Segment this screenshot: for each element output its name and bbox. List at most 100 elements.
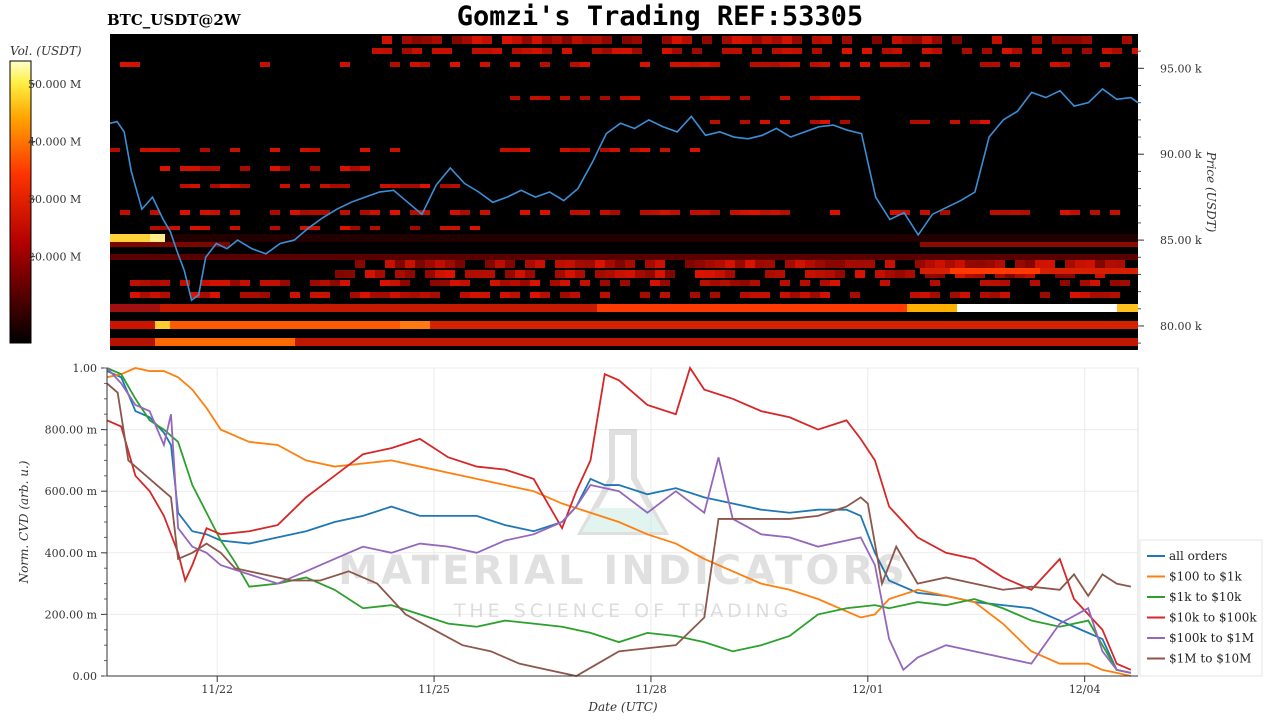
heatmap-cell <box>795 260 805 268</box>
cvd-x-tick-label: 12/04 <box>1069 683 1101 696</box>
chart-title: Gomzi's Trading REF:53305 <box>457 1 863 32</box>
heatmap-cell <box>520 148 530 152</box>
heatmap-cell <box>702 36 712 44</box>
heatmap-cell <box>450 226 460 230</box>
heatmap-cell <box>715 270 725 278</box>
heatmap-cell <box>805 270 815 278</box>
heatmap-cell <box>160 226 170 230</box>
heatmap-cell <box>622 48 632 54</box>
heatmap-cell <box>610 210 620 215</box>
heatmap-cell <box>690 210 700 215</box>
heatmap-cell <box>150 148 160 152</box>
heatmap-cell <box>562 36 572 44</box>
heatmap-cell <box>240 166 250 171</box>
heatmap-cell <box>782 48 792 54</box>
heatmap-cell <box>1075 260 1085 268</box>
heatmap-cell <box>442 48 452 54</box>
heatmap-cell <box>1080 292 1090 298</box>
heatmap-cell <box>530 280 540 286</box>
heatmap-cell <box>830 280 840 286</box>
heatmap-cell <box>280 280 290 286</box>
heatmap-cell <box>200 166 210 171</box>
heatmap-cell <box>895 270 905 278</box>
heatmap-cell <box>580 96 590 100</box>
heatmap-cell <box>820 292 830 298</box>
heatmap-cell <box>705 260 715 268</box>
heatmap-cell <box>300 148 310 152</box>
heatmap-cell <box>475 270 485 278</box>
heatmap-cell <box>110 254 1138 260</box>
heatmap-cell <box>840 62 850 67</box>
heatmap-cell <box>530 292 540 298</box>
heatmap-cell <box>1040 292 1050 298</box>
heatmap-cell <box>572 36 582 44</box>
heatmap-cell <box>960 292 970 298</box>
heatmap-cell <box>1095 260 1105 268</box>
heatmap-cell <box>625 260 635 268</box>
heatmap-cell <box>1100 62 1110 67</box>
heatmap-cell <box>155 338 295 346</box>
heatmap-cell <box>360 292 370 298</box>
heatmap-cell <box>290 292 300 298</box>
heatmap-cell <box>812 36 822 44</box>
heatmap-cell <box>950 268 1040 274</box>
heatmap-cell <box>632 36 642 44</box>
heatmap-cell <box>745 260 755 268</box>
legend: all orders $100 to $1k $1k to $10k $10k to … <box>1139 539 1263 677</box>
heatmap-cell <box>600 148 610 152</box>
heatmap-cell <box>1012 48 1022 54</box>
heatmap-cell <box>295 338 1138 346</box>
cvd-y-tick-label: 800.00 m <box>45 424 98 437</box>
heatmap-cell <box>732 36 742 44</box>
heatmap-cell <box>662 36 672 44</box>
heatmap-cell <box>565 260 575 268</box>
heatmap-cell <box>970 120 980 124</box>
heatmap-cell <box>350 226 360 230</box>
heatmap-cell <box>762 36 772 44</box>
heatmap-cell <box>535 260 545 268</box>
heatmap-cell <box>692 48 702 54</box>
heatmap-cell <box>472 48 482 54</box>
heatmap-cell <box>770 62 780 67</box>
heatmap-cell <box>200 226 210 230</box>
heatmap-cell <box>170 226 180 230</box>
heatmap-cell <box>375 270 385 278</box>
heatmap-cell <box>1070 210 1080 215</box>
heatmap-cell <box>760 120 770 124</box>
heatmap-cell <box>1002 48 1012 54</box>
legend-entry: $1k to $10k <box>1169 590 1242 604</box>
heatmap-cell <box>882 48 892 54</box>
heatmap-cell <box>810 292 820 298</box>
heatmap-cell <box>410 62 420 67</box>
heatmap-cell <box>885 260 895 268</box>
heatmap-cell <box>160 292 170 298</box>
heatmap-cell <box>840 120 850 124</box>
heatmap-cell <box>310 148 320 152</box>
cvd-x-tick-label: 11/25 <box>418 683 450 696</box>
watermark-tagline: THE SCIENCE OF TRADING <box>453 600 793 622</box>
price-tick-label: 85.00 k <box>1160 234 1202 247</box>
heatmap-cell <box>530 96 540 100</box>
heatmap-cell <box>655 260 665 268</box>
heatmap-cell <box>925 260 935 268</box>
heatmap-cell <box>990 62 1000 67</box>
heatmap-cell <box>270 148 280 152</box>
heatmap-bands <box>110 36 1138 346</box>
heatmap-cell <box>935 260 945 268</box>
heatmap-cell <box>200 280 210 286</box>
heatmap-cell <box>910 292 920 298</box>
heatmap-cell <box>1035 260 1045 268</box>
colorbar <box>9 60 32 344</box>
heatmap-cell <box>980 280 990 286</box>
heatmap-cell <box>640 62 650 67</box>
heatmap-cell <box>890 62 900 67</box>
heatmap-cell <box>420 62 430 67</box>
price-axis-ticks: 95.00 k 90.00 k 85.00 k 80.00 k <box>1138 50 1202 344</box>
heatmap-cell <box>1045 260 1055 268</box>
heatmap-cell <box>750 280 760 286</box>
flask-icon <box>576 429 670 535</box>
heatmap-cell <box>410 210 420 215</box>
heatmap-cell <box>815 270 825 278</box>
heatmap-cell <box>525 270 535 278</box>
heatmap-cell <box>500 148 510 152</box>
